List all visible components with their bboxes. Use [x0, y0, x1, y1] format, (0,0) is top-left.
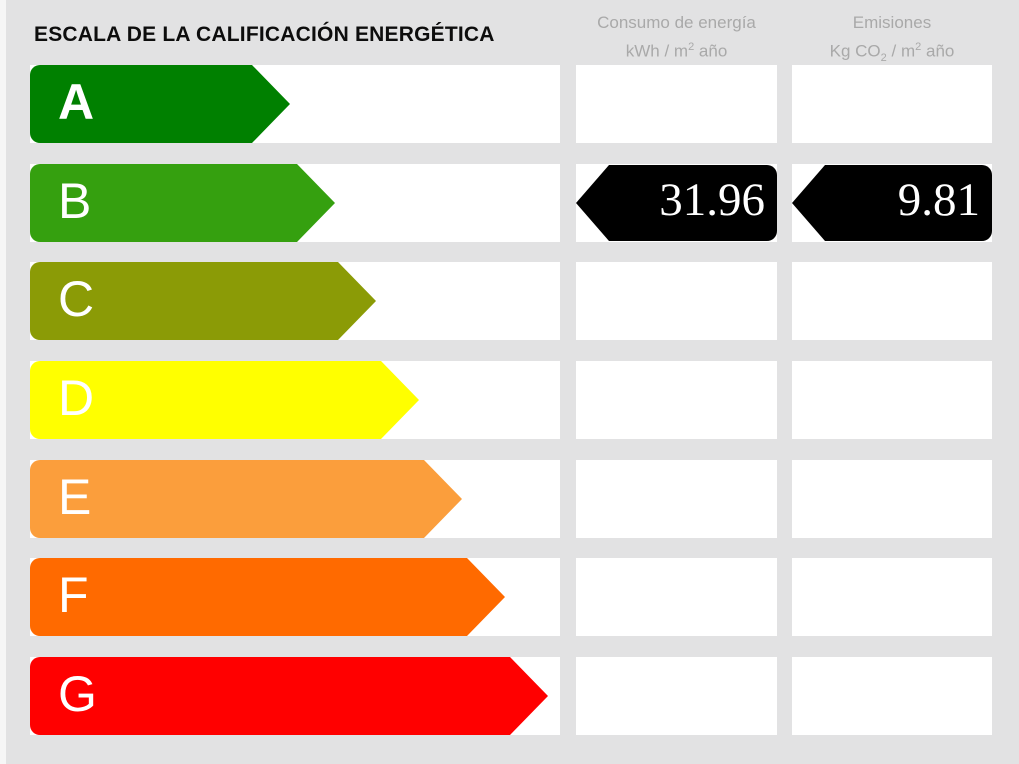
consumption-unit-sup: 2 [688, 41, 695, 53]
emissions-value-arrow: 9.81 [792, 164, 992, 242]
consumption-unit-post: año [694, 41, 728, 61]
rating-row-a: A [0, 65, 1019, 143]
rating-stripe: F [30, 558, 560, 637]
consumption-header-line1: Consumo de energía [597, 13, 756, 32]
rating-stripe: A [30, 65, 560, 143]
emissions-header-units: Kg CO2 / m2 año [792, 35, 992, 70]
emissions-cell [792, 65, 992, 143]
emissions-cell [792, 361, 992, 440]
rating-arrow: E [30, 459, 424, 538]
rating-letter: D [58, 370, 95, 427]
rating-letter: E [58, 468, 92, 525]
rating-row-e: E [0, 459, 1019, 538]
rating-stripe: D [30, 361, 560, 440]
page-title: ESCALA DE LA CALIFICACIÓN ENERGÉTICA [34, 23, 495, 46]
consumption-cell [576, 558, 777, 637]
consumption-cell [576, 262, 777, 341]
rating-row-c: C [0, 262, 1019, 341]
consumption-column-header: Consumo de energía kWh / m2 año [576, 11, 777, 64]
rating-arrow-tip-icon [467, 558, 505, 637]
emissions-column-header: Emisiones Kg CO2 / m2 año [792, 11, 992, 70]
rating-letter: C [58, 271, 95, 328]
emissions-cell [792, 657, 992, 736]
emissions-unit-mid: / m [886, 41, 916, 61]
value-arrow-body: 31.96 [609, 164, 777, 241]
emissions-unit-post: año [921, 41, 955, 61]
rating-stripe: E [30, 459, 560, 538]
emissions-unit-pre: Kg CO [829, 41, 881, 61]
emissions-cell [792, 262, 992, 341]
rating-arrow-tip-icon [252, 65, 290, 143]
rating-row-b: B 31.96 9.81 [0, 163, 1019, 242]
consumption-cell [576, 65, 777, 143]
rating-letter: A [58, 74, 95, 130]
rating-letter: F [58, 567, 89, 624]
rating-stripe: G [30, 657, 560, 736]
rating-letter: B [58, 172, 92, 229]
rating-letter: G [58, 666, 97, 723]
rating-rows: A B 31.96 9.81 C [0, 65, 1019, 736]
value-text: 31.96 [659, 174, 765, 227]
rating-stripe: C [30, 262, 560, 341]
emissions-header-line1: Emisiones [852, 13, 932, 32]
left-edge-highlight [0, 0, 6, 764]
rating-row-d: D [0, 361, 1019, 440]
emissions-cell: 9.81 [792, 163, 992, 242]
consumption-cell [576, 459, 777, 538]
consumption-header-units: kWh / m2 año [576, 35, 777, 64]
value-text: 9.81 [897, 174, 980, 227]
value-arrow-tip-icon [576, 164, 609, 241]
rating-arrow: D [30, 361, 381, 440]
rating-arrow: A [30, 65, 252, 143]
rating-arrow: G [30, 657, 510, 736]
rating-row-f: F [0, 558, 1019, 637]
rating-arrow: C [30, 262, 338, 341]
consumption-unit-pre: kWh / m [625, 41, 689, 61]
emissions-unit-sub: 2 [880, 52, 887, 65]
rating-arrow-tip-icon [424, 459, 462, 538]
rating-arrow: F [30, 558, 467, 637]
rating-arrow-tip-icon [297, 163, 335, 242]
rating-arrow-tip-icon [338, 262, 376, 341]
value-arrow-tip-icon [792, 164, 825, 241]
rating-arrow-tip-icon [510, 657, 548, 736]
value-arrow-body: 9.81 [825, 164, 992, 241]
consumption-cell [576, 657, 777, 736]
emissions-unit-sup: 2 [915, 41, 922, 53]
consumption-value-arrow: 31.96 [576, 164, 777, 242]
emissions-cell [792, 558, 992, 637]
emissions-cell [792, 459, 992, 538]
consumption-cell: 31.96 [576, 163, 777, 242]
consumption-cell [576, 361, 777, 440]
rating-arrow: B [30, 163, 297, 242]
rating-stripe: B [30, 163, 560, 242]
rating-arrow-tip-icon [381, 361, 419, 440]
rating-row-g: G [0, 657, 1019, 736]
